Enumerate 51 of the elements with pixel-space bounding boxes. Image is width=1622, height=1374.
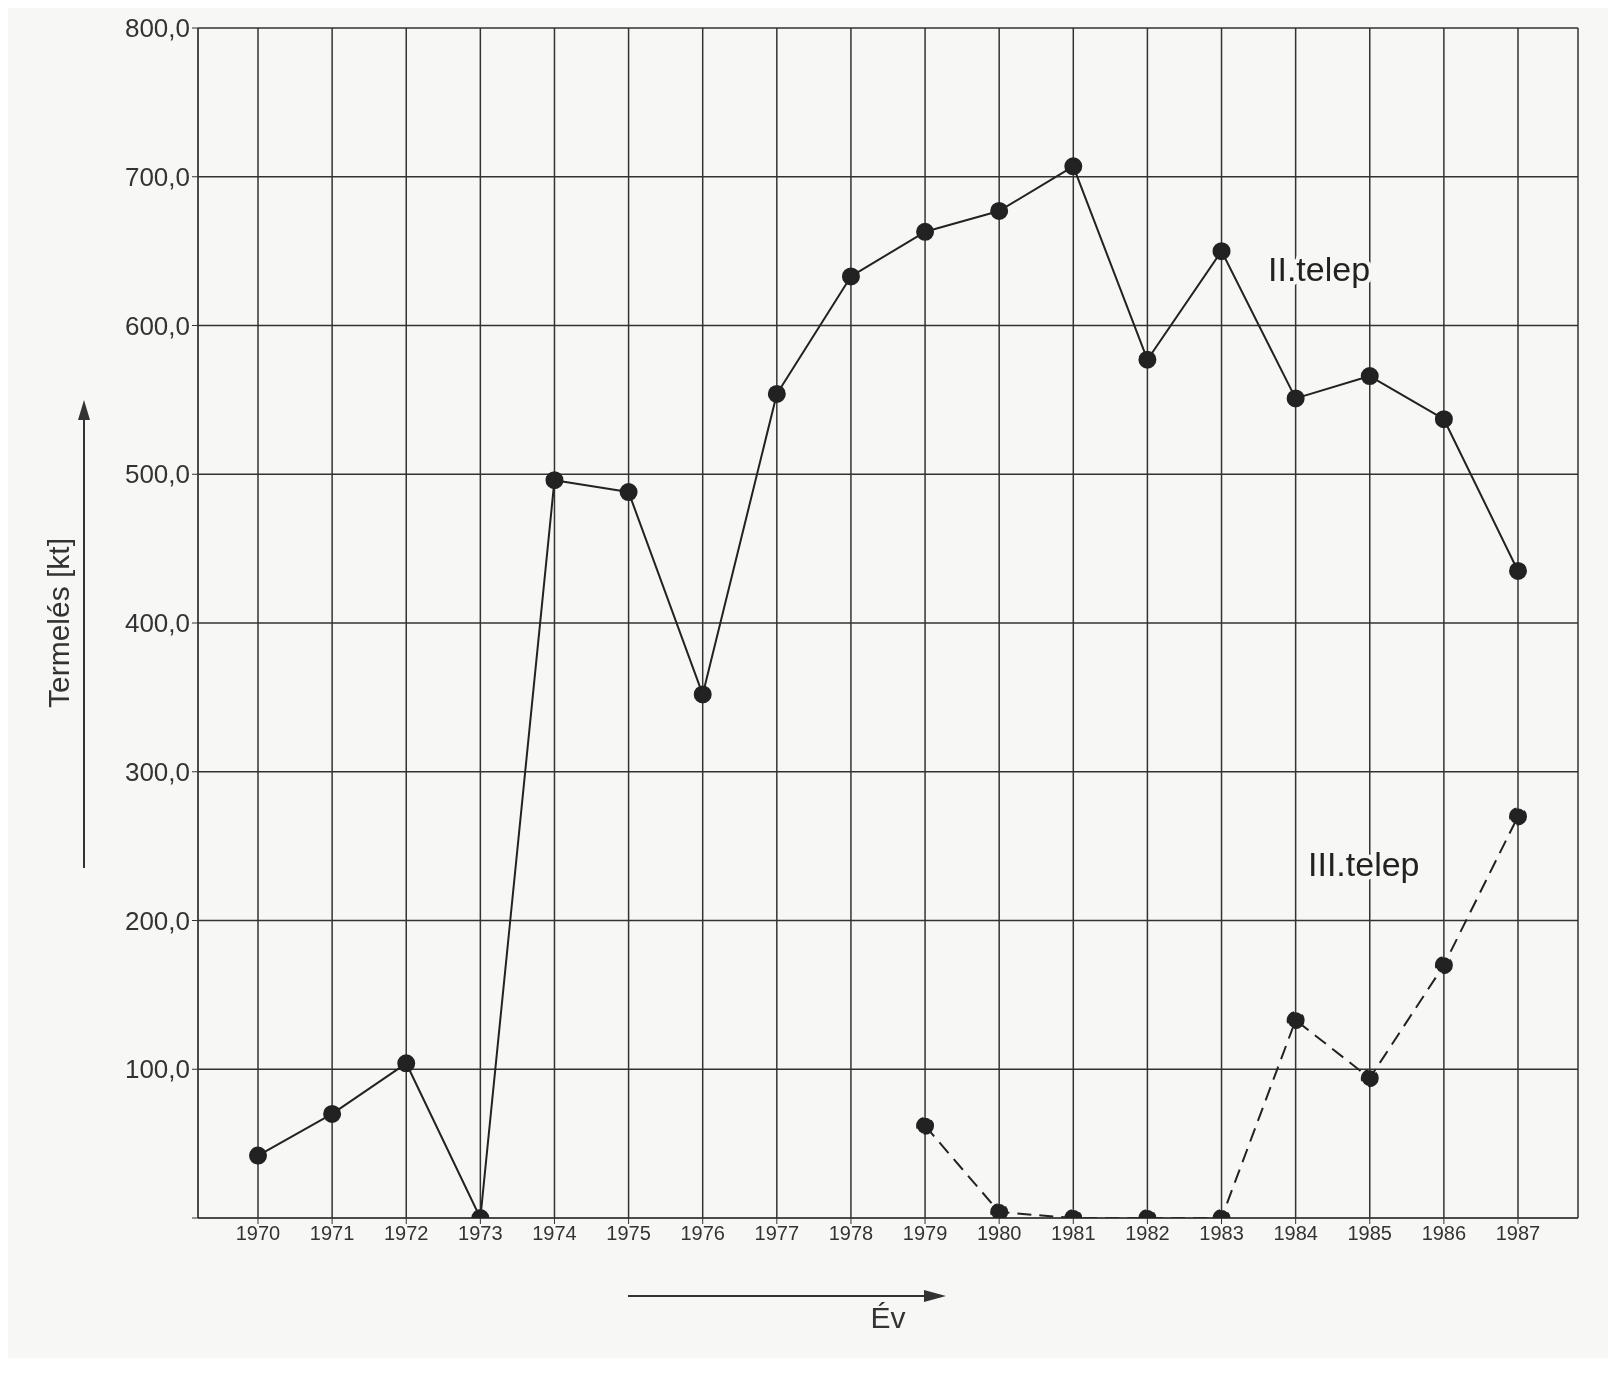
x-tick-label: 1976	[680, 1222, 725, 1245]
x-tick-label: 1982	[1125, 1222, 1170, 1245]
point	[693, 685, 712, 704]
point	[1434, 956, 1453, 975]
point	[1434, 410, 1453, 429]
point	[1509, 807, 1527, 826]
x-tick-label: 1980	[976, 1222, 1022, 1245]
y-tick-label: 300,0	[124, 756, 190, 787]
x-tick-label: 1979	[902, 1222, 948, 1245]
x-tick-label: 1983	[1199, 1222, 1244, 1245]
point	[249, 1146, 267, 1165]
point	[1064, 157, 1083, 176]
x-axis-title: Év	[870, 1301, 906, 1334]
x-tick-label: 1987	[1495, 1222, 1541, 1245]
point	[1138, 350, 1157, 369]
x-tick-label: 1975	[606, 1222, 651, 1245]
point	[841, 267, 860, 286]
point	[323, 1104, 342, 1123]
x-tick-label: 1984	[1273, 1222, 1318, 1245]
x-tick-label: 1970	[235, 1222, 281, 1245]
point	[1286, 1011, 1305, 1030]
x-tick-label: 1978	[828, 1222, 874, 1245]
point	[1212, 242, 1231, 261]
x-tick-label: 1971	[309, 1222, 355, 1245]
point	[990, 201, 1009, 220]
x-tick-label: 1986	[1421, 1222, 1467, 1245]
point	[767, 384, 786, 403]
x-tick-label: 1973	[458, 1222, 503, 1245]
y-tick-label: 800,0	[124, 13, 190, 44]
point	[1509, 561, 1527, 580]
point	[619, 483, 638, 502]
point	[1360, 1069, 1379, 1088]
point	[545, 471, 564, 490]
y-tick-label: 600,0	[124, 310, 190, 341]
x-tick-label: 1977	[754, 1222, 800, 1245]
y-tick-label: 100,0	[124, 1054, 190, 1085]
y-tick-label: 400,0	[124, 608, 190, 639]
point	[916, 222, 935, 241]
point	[1360, 367, 1379, 386]
x-tick-label: 1972	[383, 1222, 429, 1245]
y-tick-label: 200,0	[124, 905, 190, 936]
x-tick-label: 1985	[1347, 1222, 1393, 1245]
y-tick-label: 700,0	[124, 161, 190, 192]
point	[990, 1203, 1009, 1218]
point	[916, 1116, 935, 1135]
x-tick-label: 1974	[532, 1222, 577, 1245]
y-axis-title: Termelés [kt]	[41, 537, 75, 709]
x-tick-label: 1981	[1051, 1222, 1096, 1245]
y-tick-label: 500,0	[124, 459, 190, 490]
point	[397, 1054, 416, 1073]
point	[1286, 389, 1305, 408]
